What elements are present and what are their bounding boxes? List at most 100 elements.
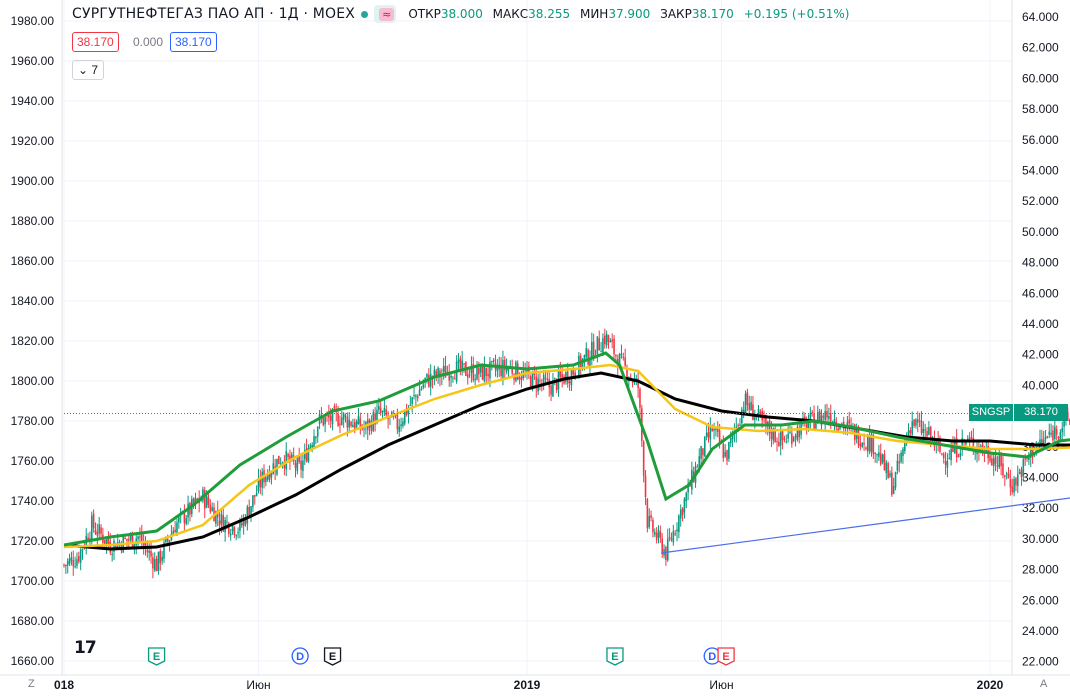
candle-body	[961, 438, 964, 451]
candle-body	[426, 373, 428, 378]
candle-body	[1068, 419, 1070, 423]
left-axis-tick: 1940.00	[11, 94, 55, 108]
candle-body	[804, 416, 806, 420]
candle-body	[294, 462, 297, 469]
candle-body	[550, 385, 552, 395]
candle-body	[203, 490, 206, 509]
right-axis-tick: 56.000	[1022, 133, 1059, 147]
candle-body	[650, 515, 652, 518]
candle-body	[861, 442, 864, 447]
event-marker-label: E	[611, 651, 618, 663]
candle-body	[324, 417, 326, 425]
candle-body	[726, 450, 728, 461]
symbol-title[interactable]: СУРГУТНЕФТЕГАЗ ПАО АП · 1Д · MOEX	[72, 6, 356, 22]
candle-body	[120, 543, 123, 551]
candle-body	[359, 418, 362, 429]
candle-body	[928, 427, 930, 435]
time-axis-tick: 018	[54, 678, 74, 692]
candle-body	[644, 475, 647, 498]
candle-body	[398, 426, 401, 432]
earnings-event-icon[interactable]: E	[717, 647, 735, 666]
right-axis-tick: 60.000	[1022, 71, 1059, 85]
candle-body	[703, 436, 706, 457]
time-axis-tick: Июн	[246, 678, 270, 692]
candle-body	[159, 550, 162, 564]
candle-body	[889, 473, 891, 477]
candle-body	[278, 455, 280, 465]
left-axis-tick: 1960.00	[11, 54, 55, 68]
candle-body	[794, 435, 797, 438]
candle-body	[218, 520, 221, 526]
candle-body	[865, 447, 867, 449]
candle-body	[296, 458, 299, 472]
event-marker-shape	[291, 647, 309, 665]
right-axis-tick: 40.000	[1022, 378, 1059, 392]
tradingview-logo-icon[interactable]: 17	[74, 638, 97, 658]
candle-body	[350, 422, 352, 426]
right-axis-tick: 62.000	[1022, 41, 1059, 55]
right-axis-tick: 28.000	[1022, 563, 1059, 577]
candle-body	[72, 559, 75, 567]
left-price-axis[interactable]: 1980.00 1960.00 1940.00 1920.00 1900.00 1880.…	[11, 14, 55, 668]
candle-body	[302, 460, 304, 471]
candle-body	[420, 388, 423, 390]
data-mode-icon[interactable]: ≈	[374, 5, 397, 23]
candle-body	[142, 542, 145, 546]
candle-body	[163, 542, 165, 559]
candle-body	[115, 543, 117, 551]
candle-body	[829, 413, 832, 424]
left-axis-tick: 1740.00	[11, 494, 55, 508]
candle-body	[148, 550, 150, 553]
event-markers[interactable]: EDEEDEEDEDE	[147, 647, 1070, 666]
candle-body	[131, 532, 134, 548]
candle-body	[994, 456, 997, 465]
candle-body	[66, 561, 69, 566]
candle-body	[150, 551, 152, 557]
right-price-axis[interactable]: 64.000 62.000 60.000 58.000 56.000 54.000 52.0…	[1022, 10, 1059, 669]
candle-body	[866, 436, 869, 452]
candle-body	[828, 416, 830, 419]
indicators-toggle-button[interactable]: ⌄ 7	[72, 60, 105, 80]
grid-lines	[0, 0, 1070, 676]
candle-body	[352, 424, 354, 428]
candle-body	[315, 436, 317, 439]
candle-body	[916, 419, 919, 423]
candle-body	[448, 371, 451, 381]
time-axis-tick: 2020	[977, 678, 1004, 692]
earnings-event-icon[interactable]: E	[323, 647, 342, 666]
trend-line[interactable]	[661, 406, 1070, 554]
candle-body	[433, 369, 436, 378]
left-axis-tick: 1840.00	[11, 294, 55, 308]
candle-body	[816, 412, 819, 422]
earnings-event-icon[interactable]: E	[606, 647, 624, 666]
auto-scale-button[interactable]: A	[1040, 678, 1048, 690]
candle-body	[904, 443, 906, 451]
time-axis[interactable]: 018Июн2019Июн2020Июн2021Июн2022	[54, 678, 1070, 692]
candle-body	[133, 544, 136, 549]
candle-body	[1009, 479, 1012, 488]
right-axis-tick: 52.000	[1022, 194, 1059, 208]
candle-body	[948, 457, 951, 459]
candle-body	[809, 413, 812, 421]
dividend-event-icon[interactable]: D	[291, 647, 309, 665]
candle-body	[253, 495, 256, 497]
earnings-event-icon[interactable]: E	[147, 647, 166, 666]
candle-body	[518, 377, 521, 380]
zoom-toggle-button[interactable]: Z	[28, 678, 35, 690]
candle-body	[146, 549, 149, 553]
candle-body	[126, 538, 128, 541]
candle-body	[791, 433, 793, 444]
sell-price-button[interactable]: 38.170	[72, 32, 119, 52]
candle-body	[722, 444, 725, 459]
candle-body	[672, 531, 675, 543]
buy-price-button[interactable]: 38.170	[170, 32, 217, 52]
candle-body	[1061, 428, 1064, 433]
candle-body	[472, 364, 475, 381]
last-price-label: SNGSP 38.170	[969, 404, 1068, 421]
candle-body	[229, 533, 232, 536]
candle-body	[452, 377, 454, 379]
candle-body	[316, 426, 319, 437]
candle-body	[272, 463, 275, 474]
candle-body	[502, 360, 504, 378]
